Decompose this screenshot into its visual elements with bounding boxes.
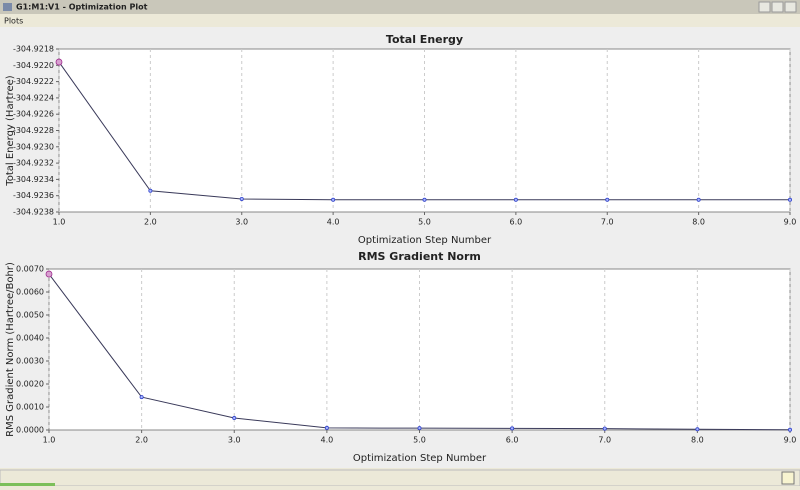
y-tick-label: 0.0060 <box>16 288 44 297</box>
data-point <box>239 196 244 201</box>
data-point <box>695 427 700 432</box>
x-axis-label: Optimization Step Number <box>353 453 487 464</box>
y-tick-label: -304.9236 <box>13 191 54 200</box>
y-tick-label: -304.9226 <box>13 110 54 119</box>
y-tick-label: -304.9228 <box>13 126 54 135</box>
x-tick-label: 9.0 <box>784 436 797 445</box>
data-point <box>602 426 607 431</box>
data-point <box>788 197 793 202</box>
x-tick-label: 8.0 <box>691 436 704 445</box>
data-point <box>139 395 144 400</box>
data-point <box>55 58 63 66</box>
y-tick-label: -304.9220 <box>13 61 54 70</box>
x-tick-label: 3.0 <box>228 436 241 445</box>
y-tick-label: 0.0000 <box>16 426 44 435</box>
data-point <box>422 197 427 202</box>
y-tick-label: -304.9232 <box>13 159 54 168</box>
x-axis-label: Optimization Step Number <box>358 235 492 246</box>
x-tick-label: 7.0 <box>598 436 611 445</box>
y-axis-label: RMS Gradient Norm (Hartree/Bohr) <box>5 262 16 437</box>
y-tick-label: -304.9224 <box>13 93 54 102</box>
x-tick-label: 6.0 <box>506 436 519 445</box>
x-tick-label: 9.0 <box>784 218 797 227</box>
y-tick-label: -304.9238 <box>13 208 54 217</box>
x-tick-label: 5.0 <box>413 436 426 445</box>
chart-title: Total Energy <box>386 33 463 46</box>
y-tick-label: 0.0070 <box>16 265 44 274</box>
x-tick-label: 8.0 <box>692 218 705 227</box>
x-tick-label: 2.0 <box>135 436 148 445</box>
x-tick-label: 1.0 <box>43 436 56 445</box>
app-icon <box>3 3 12 11</box>
x-tick-label: 4.0 <box>321 436 334 445</box>
data-point <box>513 197 518 202</box>
x-tick-label: 5.0 <box>418 218 431 227</box>
plot-area <box>58 48 791 213</box>
help-icon[interactable] <box>781 471 795 485</box>
window-title: G1:M1:V1 - Optimization Plot <box>16 3 148 12</box>
maximize-button[interactable] <box>771 1 784 13</box>
y-tick-label: 0.0050 <box>16 311 44 320</box>
status-bar <box>0 469 800 487</box>
x-tick-label: 6.0 <box>510 218 523 227</box>
data-point <box>148 188 153 193</box>
x-tick-label: 7.0 <box>601 218 614 227</box>
y-tick-label: -304.9222 <box>13 77 54 86</box>
y-tick-label: 0.0020 <box>16 380 44 389</box>
data-point <box>331 197 336 202</box>
x-tick-label: 4.0 <box>327 218 340 227</box>
y-tick-label: -304.9230 <box>13 142 54 151</box>
minimize-button[interactable] <box>758 1 771 13</box>
y-tick-label: -304.9218 <box>13 45 54 54</box>
data-point <box>232 416 237 421</box>
data-point <box>417 426 422 431</box>
y-tick-label: 0.0030 <box>16 357 44 366</box>
data-point <box>696 197 701 202</box>
close-button[interactable] <box>784 1 797 13</box>
y-axis-label: Total Energy (Hartree) <box>5 75 16 186</box>
x-tick-label: 1.0 <box>53 218 66 227</box>
data-point <box>45 270 53 278</box>
data-point <box>324 425 329 430</box>
menu-item[interactable]: Plots <box>4 17 23 26</box>
y-tick-label: 0.0040 <box>16 334 44 343</box>
progress-bar <box>0 483 55 486</box>
x-tick-label: 2.0 <box>144 218 157 227</box>
data-point <box>510 426 515 431</box>
title-bar <box>0 0 800 14</box>
y-tick-label: 0.0010 <box>16 403 44 412</box>
chart-title: RMS Gradient Norm <box>358 250 481 263</box>
data-point <box>788 427 793 432</box>
x-tick-label: 3.0 <box>235 218 248 227</box>
y-tick-label: -304.9234 <box>13 175 54 184</box>
data-point <box>605 197 610 202</box>
